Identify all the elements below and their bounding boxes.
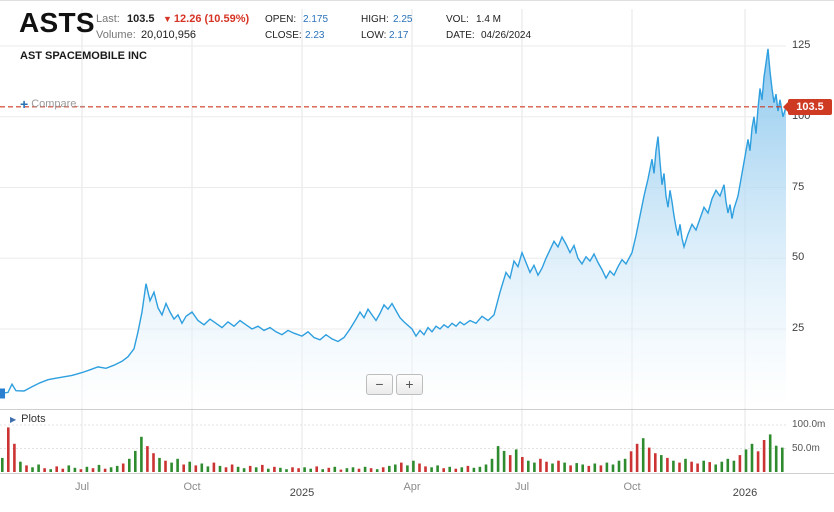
volume-value: 20,010,956 [141, 29, 197, 41]
date-label: DATE: [446, 30, 475, 41]
play-icon: ▶ [10, 414, 17, 424]
x-axis-label: 2025 [289, 487, 315, 499]
x-axis-label: Jul [514, 481, 530, 493]
x-axis-label: Oct [183, 481, 201, 493]
plots-label: Plots [21, 413, 46, 425]
high-label: HIGH: [361, 14, 389, 25]
last-label: Last: [96, 13, 120, 25]
zoom-in-button[interactable]: + [396, 374, 423, 395]
x-axis-label: Jul [74, 481, 90, 493]
low-label: LOW: [361, 30, 387, 41]
close-value: 2.23 [305, 30, 325, 41]
vol-value: 1.4 M [476, 14, 502, 25]
volume-label: Volume: [96, 29, 136, 41]
high-value: 2.25 [393, 14, 413, 25]
volume-axis-label: 100.0m [792, 419, 826, 430]
plus-icon: + [20, 96, 29, 112]
right-axis: 125 100 75 50 25 100.0m 50.0m [786, 1, 834, 512]
x-axis-label: 2026 [732, 487, 758, 499]
x-axis: Jul Oct 2025 Apr Jul Oct 2026 [0, 474, 786, 512]
x-axis-label: Apr [403, 481, 421, 493]
vol-label: VOL: [446, 14, 469, 25]
change-text: 12.26 (10.59%) [173, 13, 250, 25]
price-axis-label: 25 [792, 322, 805, 334]
open-label: OPEN: [265, 14, 297, 25]
company-name: AST SPACEMOBILE INC [20, 50, 147, 62]
x-axis-label: Oct [623, 481, 641, 493]
volume-axis-label: 50.0m [792, 442, 820, 454]
price-axis-label: 75 [792, 180, 805, 193]
compare-label: Compare... [31, 98, 86, 110]
close-label: CLOSE: [265, 30, 302, 41]
date-value: 04/26/2024 [481, 30, 532, 41]
ticker-symbol: ASTS [19, 7, 95, 38]
compare-button[interactable]: + Compare... [20, 96, 86, 112]
zoom-control: − + [366, 374, 423, 395]
low-value: 2.17 [389, 30, 409, 41]
last-value: 103.5 [127, 13, 155, 25]
price-axis-label: 50 [792, 251, 805, 264]
last-price-tag: 103.5 [783, 98, 832, 115]
open-value: 2.175 [303, 14, 329, 25]
plots-toggle[interactable]: ▶ Plots [10, 413, 46, 425]
down-arrow-icon: ▼ [163, 14, 172, 24]
zoom-out-button[interactable]: − [366, 374, 393, 395]
change-value: ▼ 12.26 (10.59%) [163, 13, 249, 25]
price-axis-label: 125 [792, 39, 811, 51]
